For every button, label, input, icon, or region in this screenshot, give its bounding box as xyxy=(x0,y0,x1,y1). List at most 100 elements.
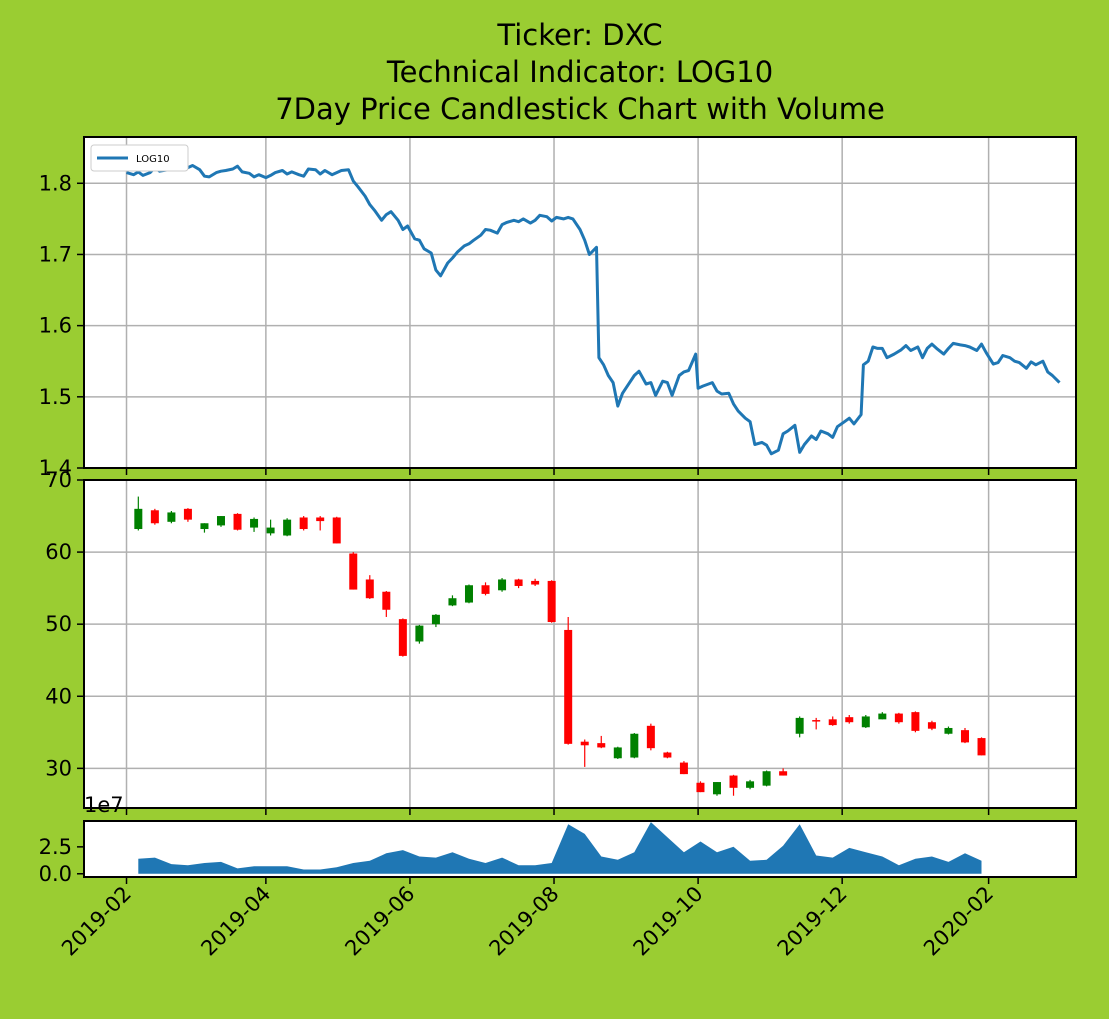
candle xyxy=(299,516,308,531)
volume-area xyxy=(138,822,982,874)
log10-series-line xyxy=(126,161,1061,456)
y-tick-label: 1.8 xyxy=(39,171,72,195)
candle xyxy=(316,516,325,531)
y-tick-label: 1.6 xyxy=(39,314,72,338)
candle-body xyxy=(564,629,573,744)
volume-offset-label: 1e7 xyxy=(84,793,124,817)
candle xyxy=(398,618,407,657)
candle xyxy=(382,591,391,617)
x-tick-label: 2019-12 xyxy=(773,882,852,961)
candle-body xyxy=(679,762,688,775)
y-tick-label: 2.5 xyxy=(39,835,72,859)
candle xyxy=(944,726,953,735)
candle xyxy=(183,508,192,522)
x-tick-label: 2020-02 xyxy=(919,882,998,961)
candle xyxy=(927,720,936,731)
candle-body xyxy=(531,580,540,585)
candle xyxy=(597,735,606,749)
candle-body xyxy=(927,722,936,729)
x-tick-label: 2019-06 xyxy=(340,882,419,961)
candle-body xyxy=(828,719,837,726)
indicator-y-ticks: 1.4 1.5 1.6 1.7 1.8 xyxy=(39,171,84,480)
candle xyxy=(233,513,242,531)
candle xyxy=(845,715,854,724)
candle-body xyxy=(216,516,225,526)
legend: LOG10 xyxy=(90,144,189,172)
candle xyxy=(894,712,903,724)
candle-body xyxy=(498,579,507,591)
candle-body xyxy=(266,527,275,534)
candle xyxy=(977,737,986,756)
candle xyxy=(828,716,837,726)
chart-title-description: 7Day Price Candlestick Chart with Volume xyxy=(275,92,885,126)
candle xyxy=(812,717,821,730)
candle-body xyxy=(200,523,209,530)
candle-body xyxy=(861,716,870,728)
candle xyxy=(514,578,523,589)
candle-body xyxy=(382,591,391,610)
candle-body xyxy=(250,518,259,528)
candle-body xyxy=(183,508,192,520)
candle xyxy=(431,614,440,628)
candle-body xyxy=(349,553,358,590)
candle-body xyxy=(878,713,887,720)
candle-body xyxy=(365,579,374,599)
price-y-ticks: 30 40 50 60 70 xyxy=(45,468,84,780)
candle-body xyxy=(845,717,854,723)
candle-body xyxy=(795,717,804,734)
candle-body xyxy=(630,733,639,758)
x-tick-label: 2019-10 xyxy=(629,882,708,961)
candle-body xyxy=(911,712,920,731)
y-tick-label: 1.4 xyxy=(39,456,72,480)
candle xyxy=(150,508,159,525)
candle xyxy=(646,723,655,751)
candle xyxy=(547,580,556,623)
candle-body xyxy=(233,513,242,530)
y-tick-label: 1.5 xyxy=(39,385,72,409)
candle xyxy=(266,519,275,536)
candle-body xyxy=(696,782,705,793)
candle-body xyxy=(299,517,308,530)
candle xyxy=(679,761,688,775)
price-plot-area xyxy=(84,480,1076,808)
indicator-frame xyxy=(83,136,1077,469)
x-tick-label: 2019-04 xyxy=(196,882,275,961)
candle xyxy=(613,746,622,759)
candle xyxy=(580,739,589,767)
volume-y-ticks: 0.02.5 xyxy=(39,835,84,886)
candle-body xyxy=(316,517,325,522)
candle xyxy=(365,575,374,599)
volume-frame xyxy=(83,820,1077,878)
candle xyxy=(167,510,176,524)
candle-body xyxy=(415,625,424,642)
candle xyxy=(630,733,639,759)
candle xyxy=(200,523,209,533)
legend-box xyxy=(90,144,189,172)
candle-body xyxy=(580,741,589,746)
candle-body xyxy=(944,727,953,734)
y-tick-label: 50 xyxy=(45,612,72,636)
candle xyxy=(415,624,424,644)
y-tick-label: 40 xyxy=(45,684,72,708)
candle xyxy=(349,552,358,590)
candle xyxy=(531,578,540,586)
y-tick-label: 0.0 xyxy=(39,862,72,886)
x-tick-label: 2019-02 xyxy=(57,882,136,961)
y-tick-label: 60 xyxy=(45,540,72,564)
candle xyxy=(762,770,771,787)
candle-body xyxy=(894,713,903,723)
candle xyxy=(712,782,721,796)
candle-body xyxy=(960,730,969,743)
candle-body xyxy=(332,517,341,544)
candle xyxy=(729,774,738,796)
indicator-panel: 1.4 1.5 1.6 1.7 1.8 LOG10 xyxy=(39,136,1077,480)
candle-body xyxy=(646,725,655,749)
candle-body xyxy=(514,579,523,586)
candle xyxy=(332,516,341,544)
candlesticks xyxy=(134,496,986,796)
candle xyxy=(134,496,143,531)
candle xyxy=(250,517,259,532)
candle xyxy=(861,715,870,728)
candle-body xyxy=(977,738,986,756)
candle-body xyxy=(663,752,672,758)
